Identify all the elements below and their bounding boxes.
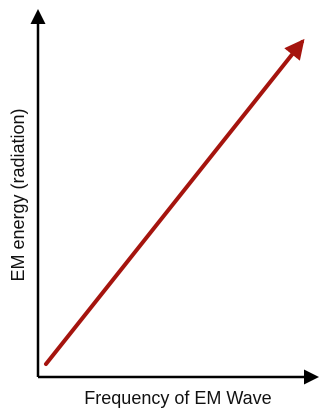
series-layer	[44, 38, 305, 366]
y-axis-label: EM energy (radiation)	[8, 108, 28, 281]
x-axis-label: Frequency of EM Wave	[84, 388, 271, 408]
series-line-0	[44, 38, 305, 366]
